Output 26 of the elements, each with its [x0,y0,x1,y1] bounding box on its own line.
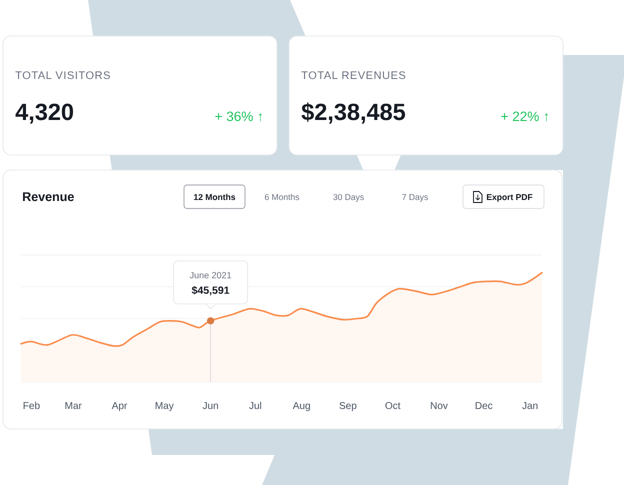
annotation: June 2021 [190,272,232,278]
text: Export PDF [486,194,532,202]
text: + 36% ↑ [215,112,262,122]
x-tick-label: Nov [430,402,448,410]
x-tick-label: Jan [522,402,538,410]
text: + 22% ↑ [501,112,548,122]
x-tick-label: Mar [65,402,82,410]
text: TOTAL VISITORS [15,71,110,80]
text: 30 Days [333,194,364,202]
annotation: $45,591 [192,286,230,296]
text: 6 Months [264,194,300,200]
text: $2,38,485 [302,102,406,124]
x-tick-label: Oct [385,402,400,410]
x-tick-label: Apr [112,402,128,412]
chart-title: Revenue [23,192,74,202]
x-tick-label: May [156,402,174,412]
text: TOTAL REVENUES [301,71,406,80]
x-tick-label: Feb [24,402,40,410]
text: 12 Months [194,194,236,200]
text: 4,320 [16,104,74,124]
x-tick-label: Jun [202,402,218,410]
x-tick-label: Dec [476,402,492,410]
x-tick-label: Sep [339,402,356,412]
x-tick-label: Jul [249,402,262,410]
text: 7 Days [402,194,428,202]
x-tick-label: Aug [292,402,310,412]
